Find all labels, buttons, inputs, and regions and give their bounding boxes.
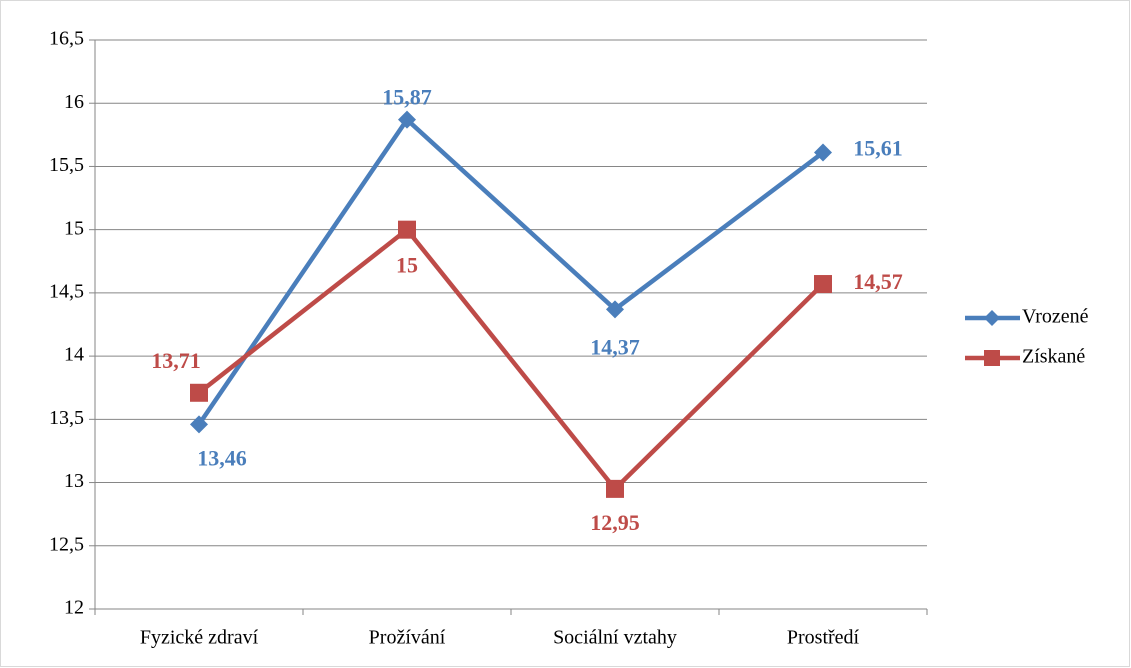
marker — [984, 310, 1000, 326]
y-tick-label: 13 — [64, 470, 84, 492]
marker — [606, 479, 624, 498]
data-label: 14,57 — [853, 269, 903, 294]
data-label: 14,37 — [590, 334, 640, 359]
x-tick-label: Prostředí — [787, 627, 860, 649]
x-tick-label: Prožívání — [369, 627, 446, 649]
marker — [398, 220, 416, 239]
data-label: 15 — [396, 253, 418, 278]
marker — [814, 143, 832, 162]
marker — [398, 110, 416, 129]
series-line — [197, 117, 825, 426]
y-tick-label: 14,5 — [49, 280, 84, 302]
y-tick-label: 16,5 — [49, 28, 84, 50]
data-label: 13,71 — [151, 348, 201, 373]
marker — [190, 383, 208, 402]
series-line — [197, 227, 825, 492]
y-tick-label: 13,5 — [49, 407, 84, 429]
y-tick-label: 15 — [64, 217, 84, 239]
y-tick-label: 12,5 — [49, 533, 84, 555]
y-tick-label: 15,5 — [49, 154, 84, 176]
y-tick-label: 14 — [64, 344, 84, 366]
marker — [814, 275, 832, 294]
y-tick-label: 12 — [64, 597, 84, 619]
marker — [190, 415, 208, 434]
data-label: 15,87 — [382, 85, 432, 110]
marker — [984, 350, 1000, 366]
marker — [606, 300, 624, 319]
y-tick-label: 16 — [64, 91, 84, 113]
legend-label: Vrozené — [1022, 306, 1089, 328]
data-label: 13,46 — [197, 445, 247, 470]
x-tick-label: Fyzické zdraví — [140, 627, 259, 649]
legend-label: Získané — [1022, 346, 1085, 368]
data-label: 12,95 — [590, 510, 640, 535]
data-label: 15,61 — [853, 136, 903, 161]
x-tick-label: Sociální vztahy — [553, 627, 677, 649]
